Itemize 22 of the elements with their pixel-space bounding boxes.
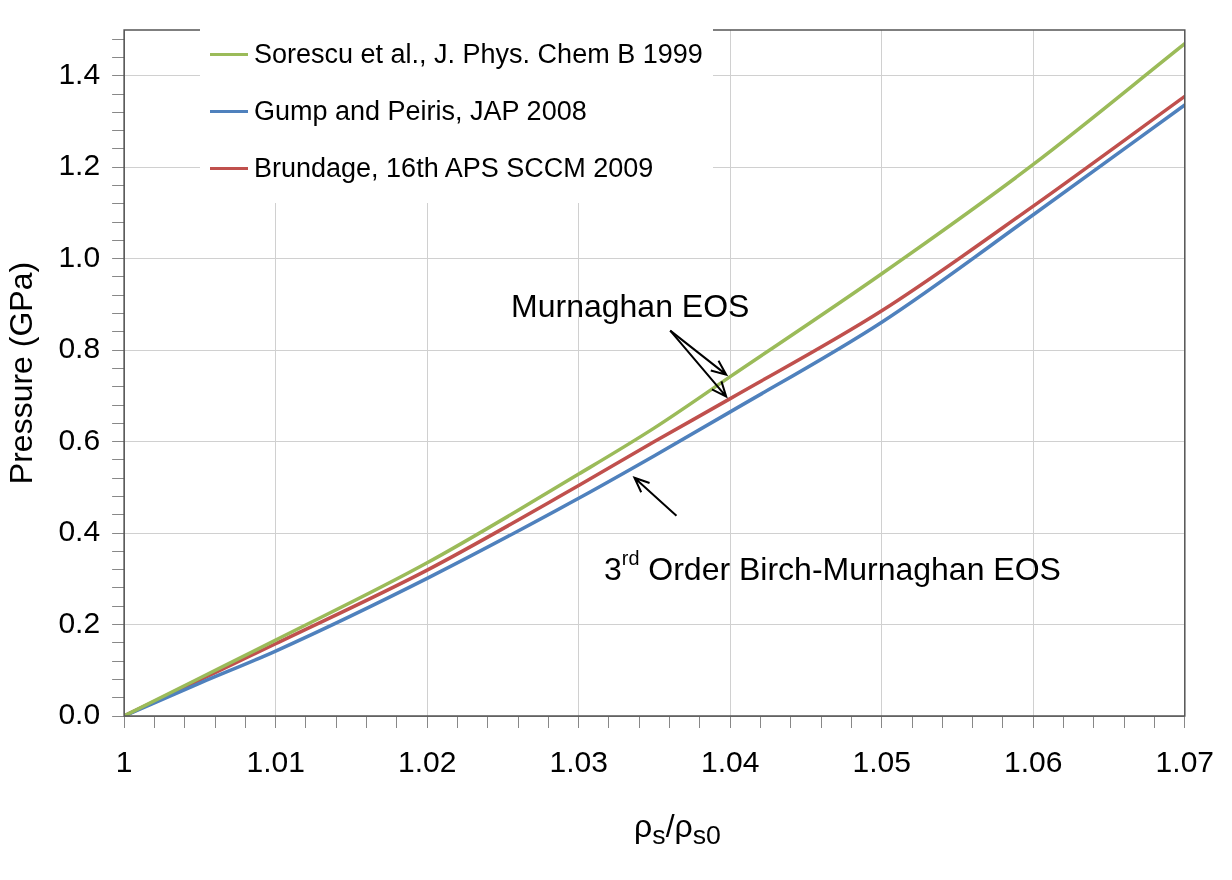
x-tick-label: 1.04 (701, 745, 760, 779)
x-tick-label: 1.05 (852, 745, 911, 779)
legend-label: Brundage, 16th APS SCCM 2009 (254, 153, 654, 184)
x-tick-label: 1 (115, 745, 133, 779)
legend-label: Gump and Peiris, JAP 2008 (254, 96, 587, 127)
x-tick-label: 1.02 (397, 745, 457, 779)
y-tick-label: 1.2 (58, 148, 101, 182)
y-tick-label: 1.0 (58, 239, 101, 273)
x-tick-label: 1.07 (1155, 745, 1214, 779)
x-axis-title: ρ$_{s}$/ρ$_{s0}$ (633, 808, 722, 852)
annotation: Murnaghan EOS (511, 288, 750, 325)
y-tick-label: 0.8 (58, 331, 101, 365)
y-axis-title: Pressure (GPa) (3, 261, 40, 485)
y-tick-label: 0.0 (58, 697, 101, 731)
y-tick-label: 0.6 (58, 422, 101, 456)
y-tick-label: 0.2 (58, 605, 101, 639)
x-tick-label: 1.06 (1004, 745, 1063, 779)
legend-label: Sorescu et al., J. Phys. Chem B 1999 (254, 39, 703, 70)
y-tick-label: 0.4 (58, 514, 101, 548)
y-tick-label: 1.4 (58, 57, 101, 90)
x-tick-label: 1.03 (549, 745, 608, 779)
x-tick-label: 1.01 (246, 745, 305, 779)
